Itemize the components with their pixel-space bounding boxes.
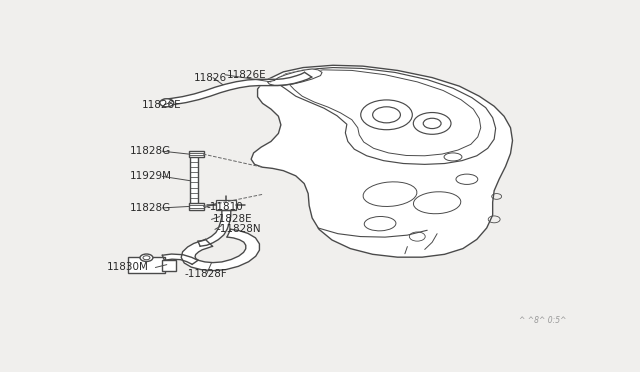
Circle shape xyxy=(160,99,173,107)
Polygon shape xyxy=(251,65,513,257)
Text: 11828G: 11828G xyxy=(129,146,171,156)
Text: 11826E: 11826E xyxy=(142,100,182,110)
Circle shape xyxy=(140,254,153,262)
Text: -11828N: -11828N xyxy=(216,224,261,234)
Polygon shape xyxy=(268,69,322,85)
Text: 11826: 11826 xyxy=(194,73,227,83)
Polygon shape xyxy=(198,210,231,246)
FancyBboxPatch shape xyxy=(127,257,165,273)
Text: 11828G: 11828G xyxy=(129,203,171,213)
Polygon shape xyxy=(164,72,312,106)
Bar xyxy=(190,156,198,206)
Bar xyxy=(189,203,204,210)
Text: 11830M: 11830M xyxy=(108,263,149,273)
Polygon shape xyxy=(163,254,198,264)
Bar xyxy=(216,200,236,210)
Text: -11810: -11810 xyxy=(207,202,243,212)
Text: 11929M: 11929M xyxy=(129,171,172,182)
Bar xyxy=(189,151,204,157)
Text: 11828E: 11828E xyxy=(213,214,253,224)
FancyBboxPatch shape xyxy=(162,260,176,271)
Text: 11826E: 11826E xyxy=(227,70,266,80)
Text: ^ ^8^ 0:5^: ^ ^8^ 0:5^ xyxy=(518,316,566,326)
Text: -11828F: -11828F xyxy=(184,269,227,279)
Polygon shape xyxy=(181,229,259,271)
